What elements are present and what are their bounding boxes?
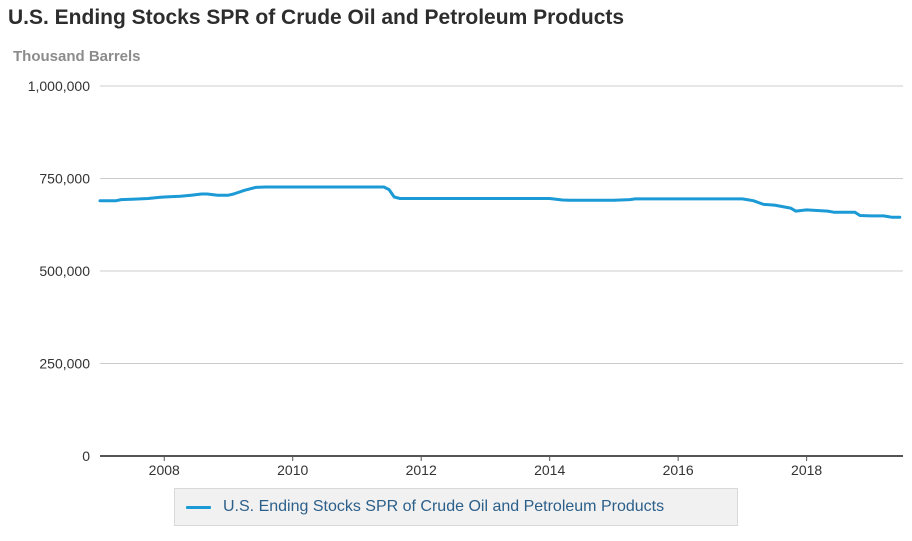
x-tick-label: 2014 — [534, 462, 565, 478]
x-tick-label: 2018 — [791, 462, 822, 478]
series-line-0[interactable] — [98, 185, 902, 219]
y-tick-label: 750,000 — [39, 171, 90, 187]
legend-swatch — [186, 505, 211, 509]
line-chart: 0 250,000 500,000 750,000 1,000,000 2008 2010… — [28, 78, 903, 478]
x-tick-label: 2016 — [663, 462, 694, 478]
gridlines — [100, 85, 903, 457]
y-axis-ticks: 0 250,000 500,000 750,000 1,000,000 — [28, 78, 91, 464]
x-tick-label: 2012 — [406, 462, 437, 478]
y-axis-unit-label: Thousand Barrels — [13, 48, 141, 65]
x-axis-ticks: 2008 2010 2012 2014 2016 2018 — [149, 456, 822, 478]
legend[interactable]: U.S. Ending Stocks SPR of Crude Oil and … — [174, 488, 738, 526]
y-tick-label: 500,000 — [39, 263, 90, 279]
chart-title: U.S. Ending Stocks SPR of Crude Oil and … — [8, 6, 625, 29]
y-tick-label: 0 — [82, 448, 90, 464]
x-tick-label: 2010 — [277, 462, 308, 478]
y-tick-label: 250,000 — [39, 356, 90, 372]
x-tick-label: 2008 — [149, 462, 180, 478]
series-layer — [98, 185, 902, 219]
y-tick-label: 1,000,000 — [28, 78, 90, 94]
legend-label: U.S. Ending Stocks SPR of Crude Oil and … — [223, 498, 665, 515]
